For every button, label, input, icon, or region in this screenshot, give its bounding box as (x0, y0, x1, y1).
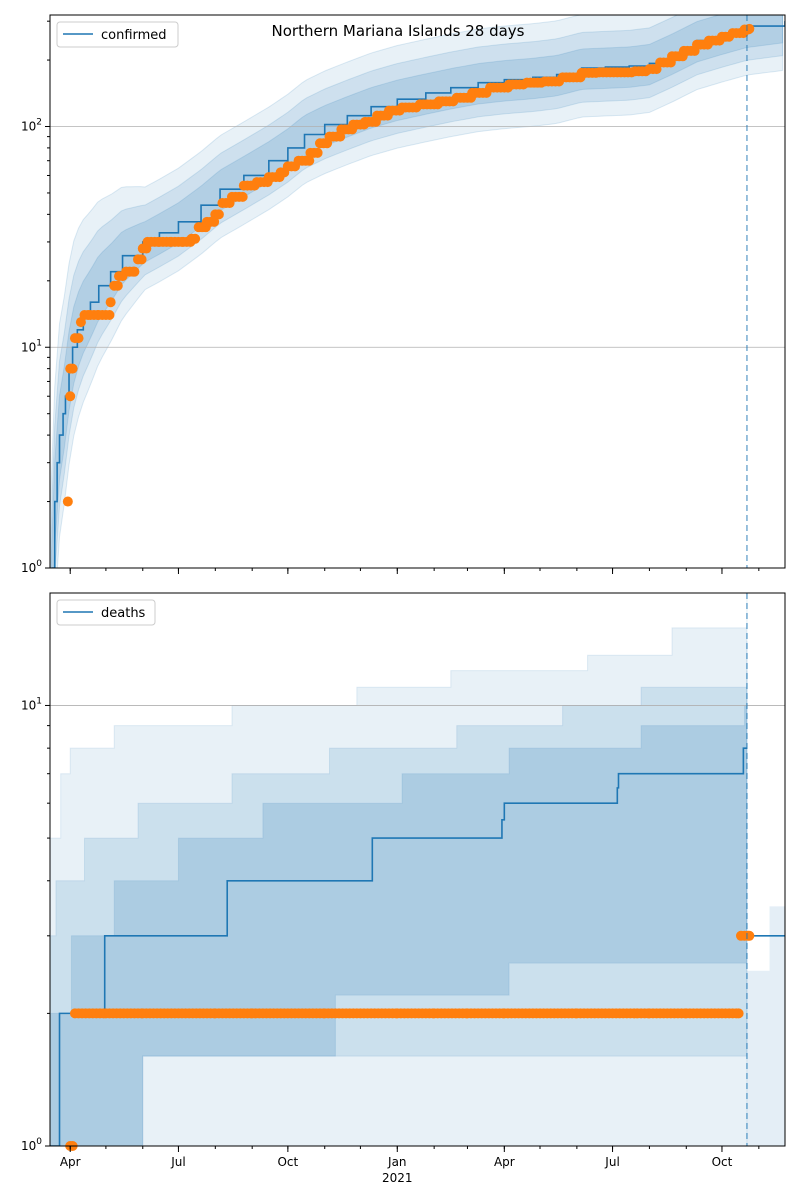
deaths-panel: 100 101 Apr Jul Oct Jan Apr Jul Oct 2021 deaths (21, 592, 786, 1185)
observed-confirmed-point (312, 147, 323, 158)
confirmed-band-1 (50, 15, 784, 568)
observed-deaths-point (744, 930, 755, 941)
observed-confirmed-point (190, 233, 201, 244)
observed-confirmed-point (62, 496, 73, 507)
confirmed-panel: 100 101 102 confirmed Northern Mariana Isl… (21, 14, 786, 575)
observed-confirmed-point (67, 363, 78, 374)
deaths-legend: deaths (56, 599, 156, 626)
confirmed-legend: confirmed (56, 21, 179, 48)
y-tick-label: 101 (21, 338, 42, 354)
observed-confirmed-point (237, 191, 248, 202)
legend-label-confirmed: confirmed (101, 28, 167, 43)
x-tick-label: Jan (387, 1155, 407, 1169)
y-tick-label: 100 (21, 559, 42, 575)
x-tick-label: Oct (277, 1155, 298, 1169)
observed-confirmed-point (304, 155, 315, 166)
observed-confirmed-point (209, 216, 220, 227)
deaths-ticks: 100 101 Apr Jul Oct Jan Apr Jul Oct 2021 (21, 696, 760, 1185)
legend-box (56, 21, 179, 48)
x-tick-label: Jul (170, 1155, 185, 1169)
deaths-band-1 (50, 641, 748, 1146)
x-tick-label: Oct (712, 1155, 733, 1169)
observed-confirmed-point (129, 266, 140, 277)
x-tick-label: Apr (494, 1155, 515, 1169)
confirmed-observed-markers (62, 23, 755, 507)
confirmed-axes-frame (49, 14, 786, 569)
observed-confirmed-point (136, 254, 147, 265)
chart-title: Northern Mariana Islands 28 days (272, 22, 525, 40)
deaths-observed-markers (65, 930, 755, 1151)
x-tick-label: Apr (60, 1155, 81, 1169)
y-tick-label: 101 (21, 696, 42, 712)
observed-confirmed-point (112, 280, 123, 291)
observed-deaths-point (733, 1008, 744, 1019)
observed-confirmed-point (105, 297, 116, 308)
y-tick-label: 100 (21, 1137, 42, 1153)
observed-confirmed-point (73, 333, 84, 344)
x-tick-label: Jul (604, 1155, 619, 1169)
confirmed-ticks: 100 101 102 (21, 20, 760, 575)
observed-confirmed-point (213, 209, 224, 220)
observed-confirmed-point (744, 23, 755, 34)
deaths-forecast-band (746, 906, 785, 1146)
observed-confirmed-point (104, 309, 115, 320)
observed-confirmed-point (65, 391, 76, 402)
confirmed-band-0 (50, 15, 784, 568)
legend-box (56, 599, 156, 626)
deaths-axes-frame (49, 592, 786, 1147)
x-tick-year-label: 2021 (382, 1171, 413, 1185)
y-tick-label: 102 (21, 118, 42, 134)
legend-label-deaths: deaths (101, 606, 146, 621)
deaths-uncertainty-bands (50, 593, 785, 1146)
